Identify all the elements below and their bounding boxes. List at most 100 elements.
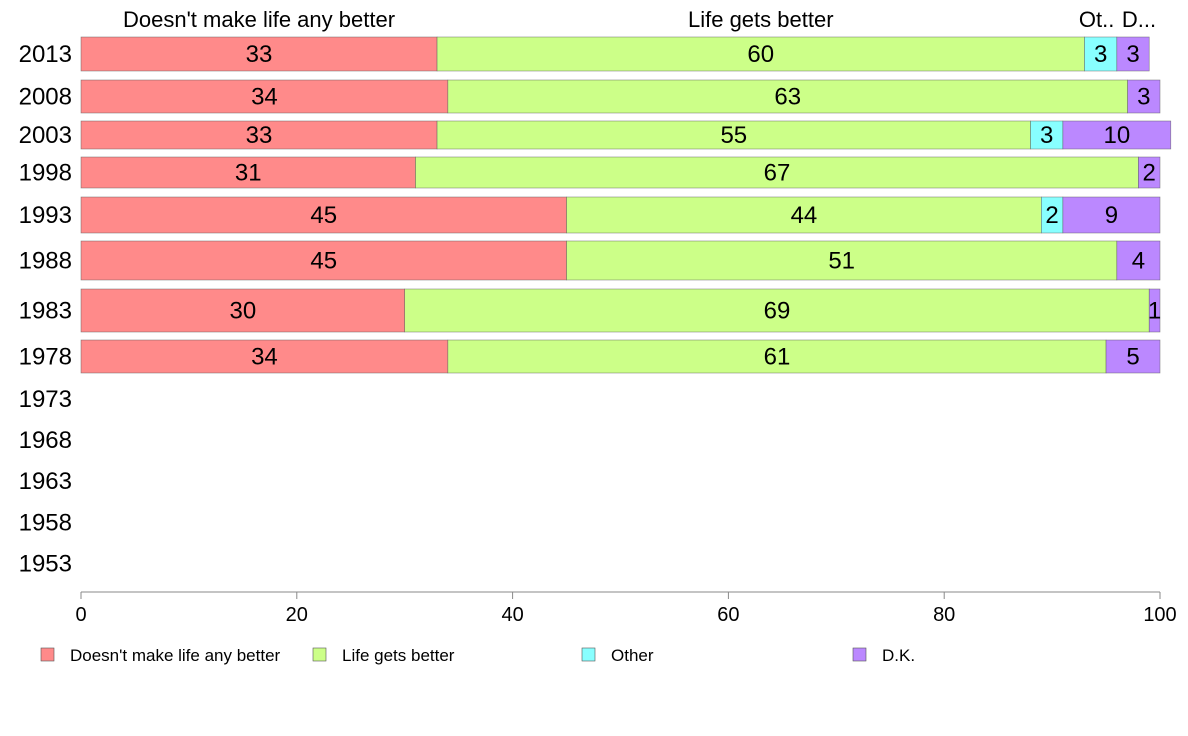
data-label: 31 — [235, 160, 262, 187]
x-tick-label: 0 — [75, 604, 86, 626]
data-label: 33 — [246, 41, 273, 68]
data-label: 1 — [1148, 298, 1161, 325]
bar-row: 1988 45 51 4 — [19, 240, 1161, 281]
bar-segment — [1138, 156, 1161, 189]
data-label: 3 — [1094, 41, 1107, 68]
segment-header: Doesn't make life any better — [123, 7, 395, 32]
legend-label: D.K. — [882, 646, 915, 665]
data-label: 60 — [747, 41, 774, 68]
legend-swatch — [40, 647, 55, 662]
bar-segment — [80, 120, 438, 150]
bar-segment — [1084, 36, 1118, 72]
bar-segment — [1105, 339, 1161, 374]
bar-row: 2013 33 60 3 3 — [19, 36, 1150, 72]
year-label: 1988 — [19, 248, 72, 275]
x-tick-label: 80 — [933, 604, 955, 626]
bar-row: 1993 45 44 2 9 — [19, 196, 1161, 234]
data-label: 4 — [1132, 248, 1145, 275]
data-label: 45 — [310, 202, 337, 229]
bar-segment — [1116, 240, 1161, 281]
year-label: 2008 — [19, 84, 72, 111]
legend-label: Life gets better — [342, 646, 455, 665]
data-label: 30 — [229, 298, 256, 325]
segment-header: Ot.. — [1079, 7, 1114, 32]
data-label: 63 — [774, 84, 801, 111]
bar-segment — [1116, 36, 1150, 72]
legend-item: Doesn't make life any better — [40, 646, 281, 665]
x-axis: 0 20 40 60 80 100 — [75, 591, 1177, 626]
data-label: 34 — [251, 84, 278, 111]
bar-row: 1968 — [19, 427, 72, 454]
data-label: 61 — [764, 344, 791, 371]
bar-segment — [436, 120, 1031, 150]
year-label: 1953 — [19, 551, 72, 578]
year-label: 1993 — [19, 202, 72, 229]
bar-segment — [1062, 120, 1172, 150]
legend-item: D.K. — [852, 646, 915, 665]
bar-segment — [447, 79, 1128, 114]
legend-label: Other — [611, 646, 654, 665]
legend-label: Doesn't make life any better — [70, 646, 281, 665]
data-label: 2 — [1045, 202, 1058, 229]
year-label: 1983 — [19, 298, 72, 325]
segment-header: D... — [1122, 7, 1156, 32]
bar-row: 1953 — [19, 551, 72, 578]
data-label: 33 — [246, 122, 273, 149]
data-label: 67 — [764, 160, 791, 187]
x-tick-label: 40 — [501, 604, 523, 626]
data-label: 45 — [310, 248, 337, 275]
data-label: 10 — [1103, 122, 1130, 149]
bar-row: 1958 — [19, 510, 72, 537]
legend: Doesn't make life any better Life gets be… — [40, 646, 915, 665]
year-label: 1963 — [19, 468, 72, 495]
bar-segment — [80, 196, 567, 234]
x-tick-label: 20 — [286, 604, 308, 626]
segment-headers: Doesn't make life any better Life gets b… — [123, 7, 1156, 32]
bar-segment — [447, 339, 1107, 374]
bar-row: 2008 34 63 3 — [19, 79, 1161, 114]
data-label: 3 — [1040, 122, 1053, 149]
bar-segment — [80, 156, 416, 189]
x-tick-label: 60 — [717, 604, 739, 626]
bar-segment — [404, 288, 1150, 333]
data-label: 55 — [720, 122, 747, 149]
bar-row: 1983 30 69 1 — [19, 288, 1161, 333]
bar-segment — [566, 196, 1042, 234]
year-label: 2003 — [19, 122, 72, 149]
bar-segment — [80, 79, 449, 114]
bar-segment — [1030, 120, 1064, 150]
legend-item: Life gets better — [312, 646, 455, 665]
legend-swatch — [312, 647, 327, 662]
legend-swatch — [852, 647, 867, 662]
year-label: 1978 — [19, 344, 72, 371]
data-label: 51 — [828, 248, 855, 275]
bar-row: 1978 34 61 5 — [19, 339, 1161, 374]
data-label: 3 — [1137, 84, 1150, 111]
bar-segment — [566, 240, 1118, 281]
data-label: 34 — [251, 344, 278, 371]
x-tick-label: 100 — [1143, 604, 1176, 626]
bar-segment — [1127, 79, 1161, 114]
legend-item: Other — [581, 646, 654, 665]
bar-row: 1963 — [19, 468, 72, 495]
year-label: 1968 — [19, 427, 72, 454]
data-label: 2 — [1143, 160, 1156, 187]
segment-header: Life gets better — [688, 7, 834, 32]
bar-segment — [436, 36, 1085, 72]
bar-segment — [80, 339, 449, 374]
data-label: 5 — [1126, 344, 1139, 371]
year-label: 1958 — [19, 510, 72, 537]
bar-row: 2003 33 55 3 10 — [19, 120, 1172, 150]
bar-segment — [1062, 196, 1161, 234]
year-label: 1998 — [19, 160, 72, 187]
bar-segment — [415, 156, 1139, 189]
data-label: 9 — [1105, 202, 1118, 229]
bar-row: 1998 31 67 2 — [19, 156, 1161, 189]
data-label: 44 — [791, 202, 818, 229]
year-label: 1973 — [19, 386, 72, 413]
bar-segment — [80, 240, 567, 281]
legend-swatch — [581, 647, 596, 662]
bar-row: 1973 — [19, 386, 72, 413]
